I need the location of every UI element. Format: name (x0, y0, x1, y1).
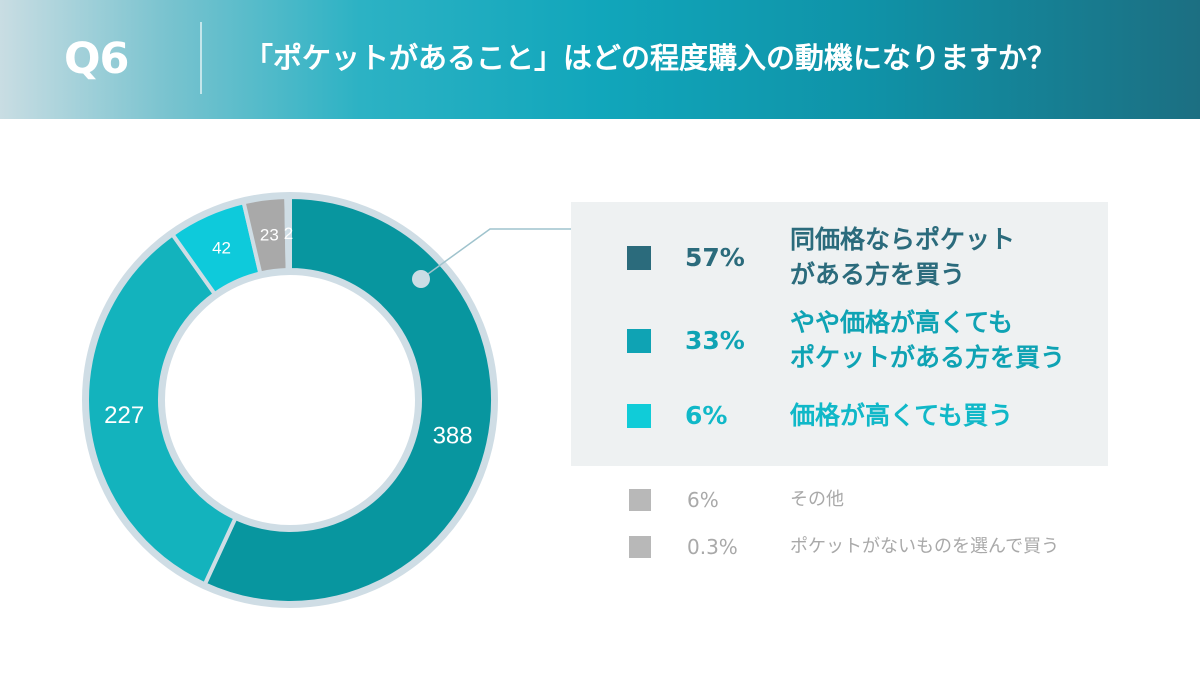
donut-slice-1 (202, 195, 495, 605)
donut-chart: 388 227 42 23 2 (82, 192, 498, 608)
legend-swatch-4 (629, 489, 651, 511)
legend-swatch-3 (627, 404, 651, 428)
legend-percent-4: 6% (687, 488, 719, 512)
legend-panel (571, 202, 1108, 466)
legend-label-2: やや価格が高くても ポケットがある方を買う (790, 308, 1066, 372)
legend-swatch-2 (627, 329, 651, 353)
legend-percent-3: 6% (685, 401, 728, 430)
page-title: 「ポケットがあること」はどの程度購入の動機になりますか？ (244, 41, 1057, 75)
legend-percent-1: 57% (685, 243, 745, 272)
donut-data-label-1: 388 (433, 422, 473, 449)
donut-data-label-4: 23 (260, 225, 279, 244)
donut-data-label-5: 2 (284, 224, 293, 243)
header-divider (200, 22, 202, 94)
legend-label-4: その他 (790, 489, 844, 510)
donut-slice-2 (85, 232, 238, 587)
legend-percent-5: 0.3% (687, 535, 738, 559)
legend-swatch-1 (627, 246, 651, 270)
question-number: Q6 (64, 34, 129, 84)
legend-swatch-5 (629, 536, 651, 558)
legend-label-3: 価格が高くても買う (790, 401, 1014, 430)
header-banner: Q6 「ポケットがあること」はどの程度購入の動機になりますか？ (0, 0, 1200, 119)
donut-data-label-2: 227 (104, 402, 144, 429)
legend-label-5: ポケットがないものを選んで買う (790, 536, 1060, 557)
donut-slice-5 (284, 194, 292, 273)
legend-percent-2: 33% (685, 326, 745, 355)
donut-data-label-3: 42 (212, 239, 231, 258)
legend-label-1: 同価格ならポケット がある方を買う (790, 225, 1016, 289)
